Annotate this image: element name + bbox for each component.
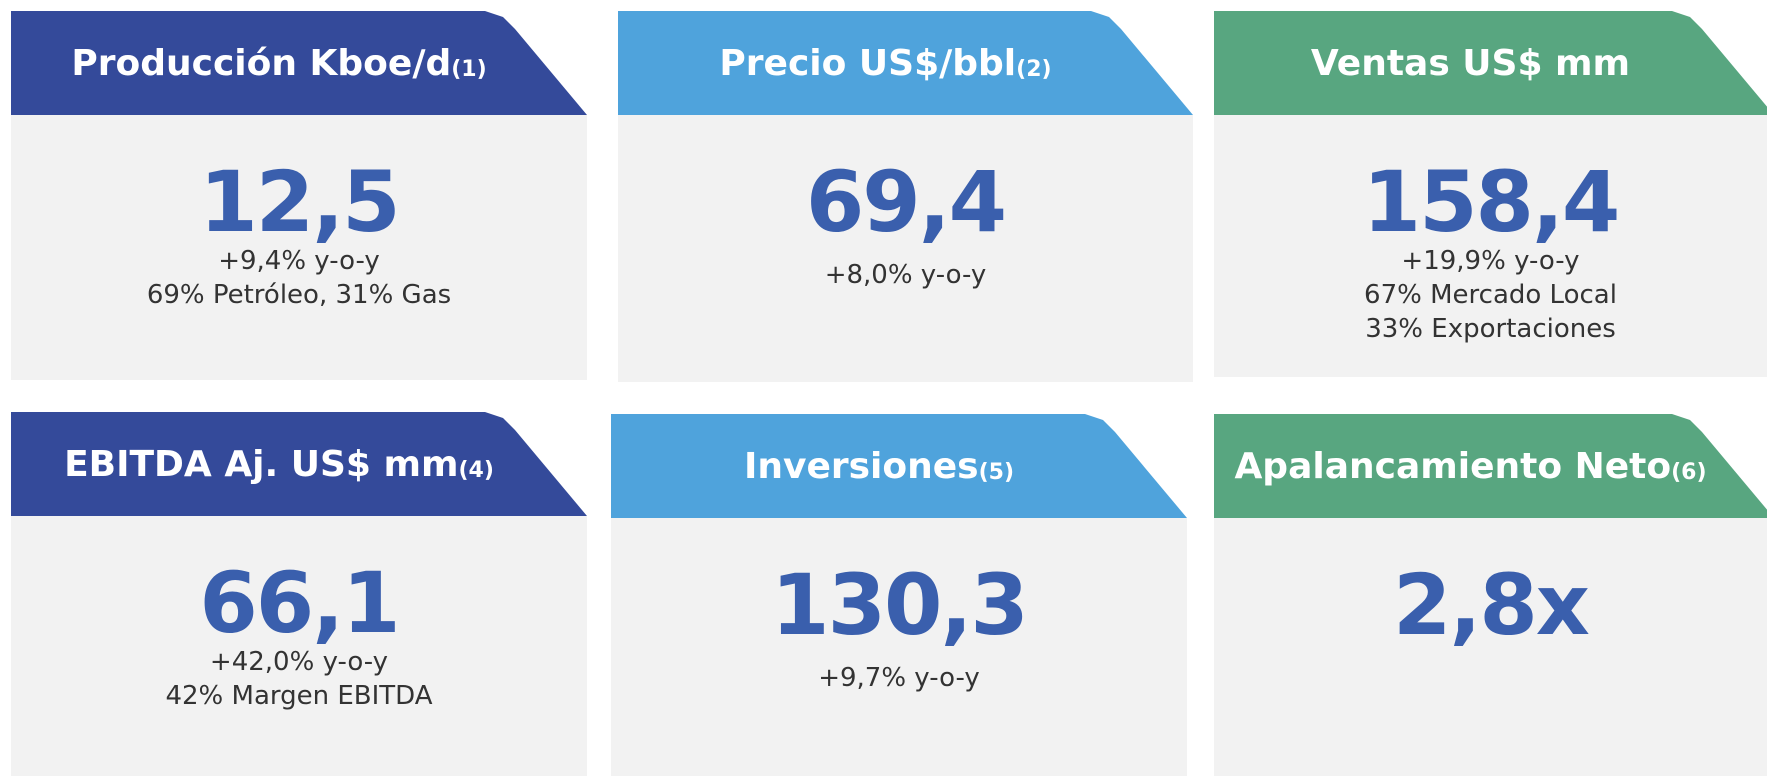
card-content: 158,4 +19,9% y-o-y 67% Mercado Local 33% Ex… [1214, 160, 1767, 346]
kpi-card: EBITDA Aj. US$ mm (4) 66,1 +42,0% y-o-y 42% … [11, 412, 587, 776]
card-title: Producción Kboe/d [71, 42, 452, 84]
card-content: 2,8x [1214, 563, 1767, 647]
card-content: 12,5 +9,4% y-o-y 69% Petróleo, 31% Gas [11, 160, 587, 312]
kpi-detail: +9,4% y-o-y [218, 246, 380, 276]
card-content: 66,1 +42,0% y-o-y 42% Margen EBITDA [11, 561, 587, 713]
kpi-detail: 33% Exportaciones [1365, 314, 1616, 344]
card-title: Inversiones [743, 445, 979, 487]
card-note: (5) [978, 459, 1015, 485]
kpi-card: Producción Kboe/d (1) 12,5 +9,4% y-o-y 69% P… [11, 11, 587, 380]
card-body: 158,4 +19,9% y-o-y 67% Mercado Local 33% Ex… [1214, 115, 1767, 377]
kpi-details: +9,4% y-o-y 69% Petróleo, 31% Gas [11, 244, 587, 312]
card-note: (6) [1671, 459, 1707, 485]
card-title: Ventas US$ mm [1310, 42, 1631, 84]
kpi-detail: +19,9% y-o-y [1401, 246, 1580, 276]
card-header: Precio US$/bbl (2) [618, 11, 1193, 115]
card-content: 130,3 +9,7% y-o-y [611, 563, 1187, 695]
card-body: 69,4 +8,0% y-o-y [618, 115, 1193, 382]
card-note: (2) [1016, 56, 1052, 82]
kpi-detail: 67% Mercado Local [1364, 280, 1617, 310]
kpi-details: +19,9% y-o-y 67% Mercado Local 33% Exporta… [1214, 244, 1767, 346]
kpi-details: +42,0% y-o-y 42% Margen EBITDA [11, 645, 587, 713]
kpi-card: Apalancamiento Neto (6) 2,8x [1214, 414, 1767, 776]
kpi-details: +8,0% y-o-y [618, 258, 1193, 292]
kpi-value: 69,4 [805, 153, 1007, 251]
card-body: 130,3 +9,7% y-o-y [611, 518, 1187, 776]
kpi-details: +9,7% y-o-y [611, 661, 1187, 695]
card-header: EBITDA Aj. US$ mm (4) [11, 412, 587, 516]
card-title: Apalancamiento Neto [1234, 445, 1672, 487]
kpi-card: Inversiones (5) 130,3 +9,7% y-o-y [611, 414, 1187, 776]
card-note: (1) [451, 56, 487, 82]
kpi-value: 66,1 [199, 554, 400, 652]
kpi-detail: 42% Margen EBITDA [165, 681, 433, 711]
kpi-value: 2,8x [1393, 556, 1590, 654]
kpi-card: Precio US$/bbl (2) 69,4 +8,0% y-o-y [618, 11, 1193, 382]
kpi-value: 12,5 [199, 153, 400, 251]
card-title: EBITDA Aj. US$ mm [64, 443, 459, 485]
card-header: Apalancamiento Neto (6) [1214, 414, 1767, 518]
card-header: Inversiones (5) [611, 414, 1187, 518]
kpi-value: 158,4 [1362, 153, 1621, 251]
card-body: 66,1 +42,0% y-o-y 42% Margen EBITDA [11, 516, 587, 776]
card-body: 2,8x [1214, 518, 1767, 776]
kpi-detail: 69% Petróleo, 31% Gas [146, 280, 452, 310]
card-note: (4) [458, 457, 494, 483]
card-header: Ventas US$ mm [1214, 11, 1767, 115]
kpi-detail: +9,7% y-o-y [818, 663, 980, 693]
card-body: 12,5 +9,4% y-o-y 69% Petróleo, 31% Gas [11, 115, 587, 380]
kpi-card: Ventas US$ mm 158,4 +19,9% y-o-y 67% Mercad… [1214, 11, 1767, 377]
kpi-detail: +8,0% y-o-y [824, 260, 987, 290]
card-title: Precio US$/bbl [719, 42, 1017, 84]
card-header: Producción Kboe/d (1) [11, 11, 587, 115]
kpi-detail: +42,0% y-o-y [209, 647, 389, 677]
card-content: 69,4 +8,0% y-o-y [618, 160, 1193, 292]
kpi-value: 130,3 [771, 556, 1029, 654]
